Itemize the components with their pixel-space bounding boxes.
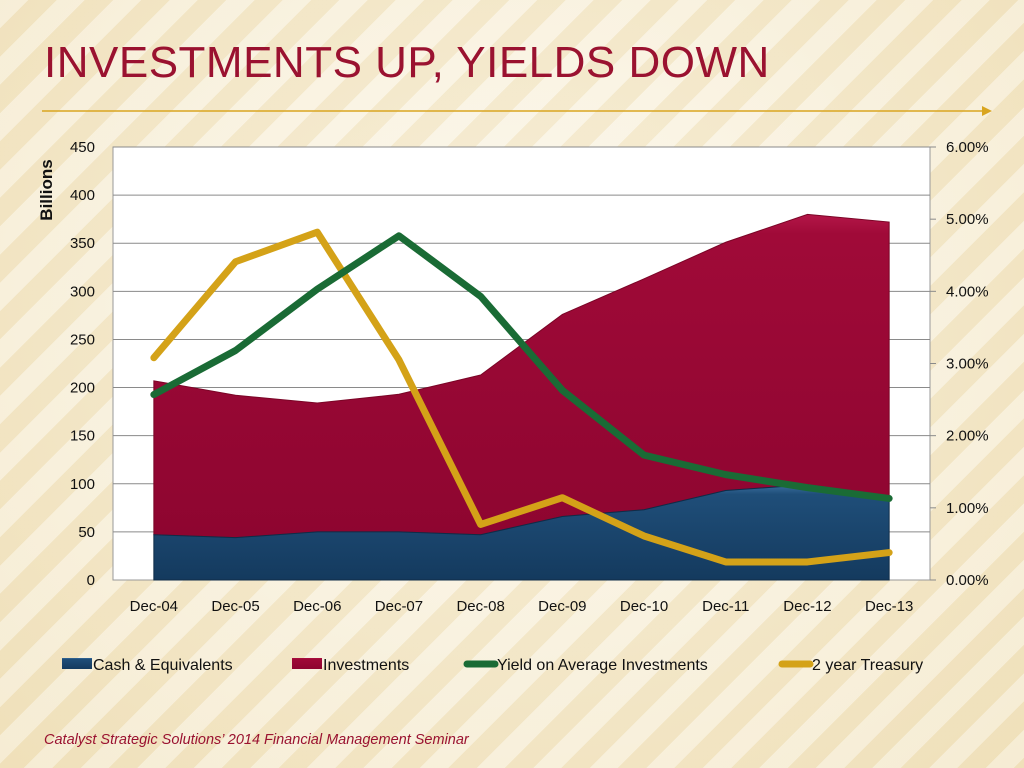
left-axis-ticks: 0 50 100 150 200 250 300 350 400 450 <box>70 139 95 589</box>
left-tick-label: 100 <box>70 476 95 493</box>
y-axis-label: Billions <box>37 159 56 220</box>
line-series <box>150 228 893 566</box>
left-tick-label: 250 <box>70 331 95 348</box>
treasury-line <box>150 228 893 566</box>
x-tick-label: Dec-08 <box>456 598 504 615</box>
left-tick-label: 50 <box>78 524 95 541</box>
x-tick-label: Dec-07 <box>375 598 423 615</box>
title-underline-arrow <box>42 106 992 116</box>
legend-label: 2 year Treasury <box>812 657 923 674</box>
legend-cash: Cash & Equivalents <box>62 657 233 674</box>
slide-title: INVESTMENTS UP, YIELDS DOWN <box>44 38 770 87</box>
x-tick-label: Dec-05 <box>211 598 259 615</box>
legend: Cash & Equivalents Investments Yield on Av… <box>62 657 923 674</box>
x-tick-label: Dec-04 <box>130 598 178 615</box>
left-tick-label: 200 <box>70 380 95 397</box>
right-axis-ticks: 0.00% 1.00% 2.00% 3.00% 4.00% 5.00% 6.00% <box>930 139 989 589</box>
legend-treasury: 2 year Treasury <box>778 657 923 674</box>
yield-line <box>150 232 893 502</box>
right-tick-label: 0.00% <box>946 572 989 589</box>
right-tick-label: 6.00% <box>946 139 989 156</box>
left-tick-label: 300 <box>70 283 95 300</box>
x-tick-label: Dec-09 <box>538 598 586 615</box>
left-tick-label: 150 <box>70 428 95 445</box>
left-tick-label: 450 <box>70 139 95 156</box>
left-tick-label: 0 <box>87 572 95 589</box>
legend-label: Investments <box>323 657 409 674</box>
x-tick-label: Dec-10 <box>620 598 668 615</box>
x-tick-label: Dec-12 <box>783 598 831 615</box>
legend-investments: Investments <box>292 657 409 674</box>
x-tick-label: Dec-13 <box>865 598 913 615</box>
left-tick-label: 400 <box>70 187 95 204</box>
right-tick-label: 4.00% <box>946 283 989 300</box>
right-tick-label: 2.00% <box>946 428 989 445</box>
slide-footer: Catalyst Strategic Solutions’ 2014 Finan… <box>44 732 469 748</box>
right-tick-label: 3.00% <box>946 356 989 373</box>
legend-label: Cash & Equivalents <box>93 657 233 674</box>
x-axis-ticks: Dec-04 Dec-05 Dec-06 Dec-07 Dec-08 Dec-09 Dec-… <box>130 598 914 615</box>
legend-yield: Yield on Average Investments <box>463 657 708 674</box>
x-tick-label: Dec-11 <box>702 598 749 615</box>
right-tick-label: 1.00% <box>946 500 989 517</box>
x-tick-label: Dec-06 <box>293 598 341 615</box>
legend-label: Yield on Average Investments <box>497 657 708 674</box>
left-tick-label: 350 <box>70 235 95 252</box>
legend-swatch <box>62 658 92 669</box>
right-tick-label: 5.00% <box>946 211 989 228</box>
legend-swatch <box>292 658 322 669</box>
